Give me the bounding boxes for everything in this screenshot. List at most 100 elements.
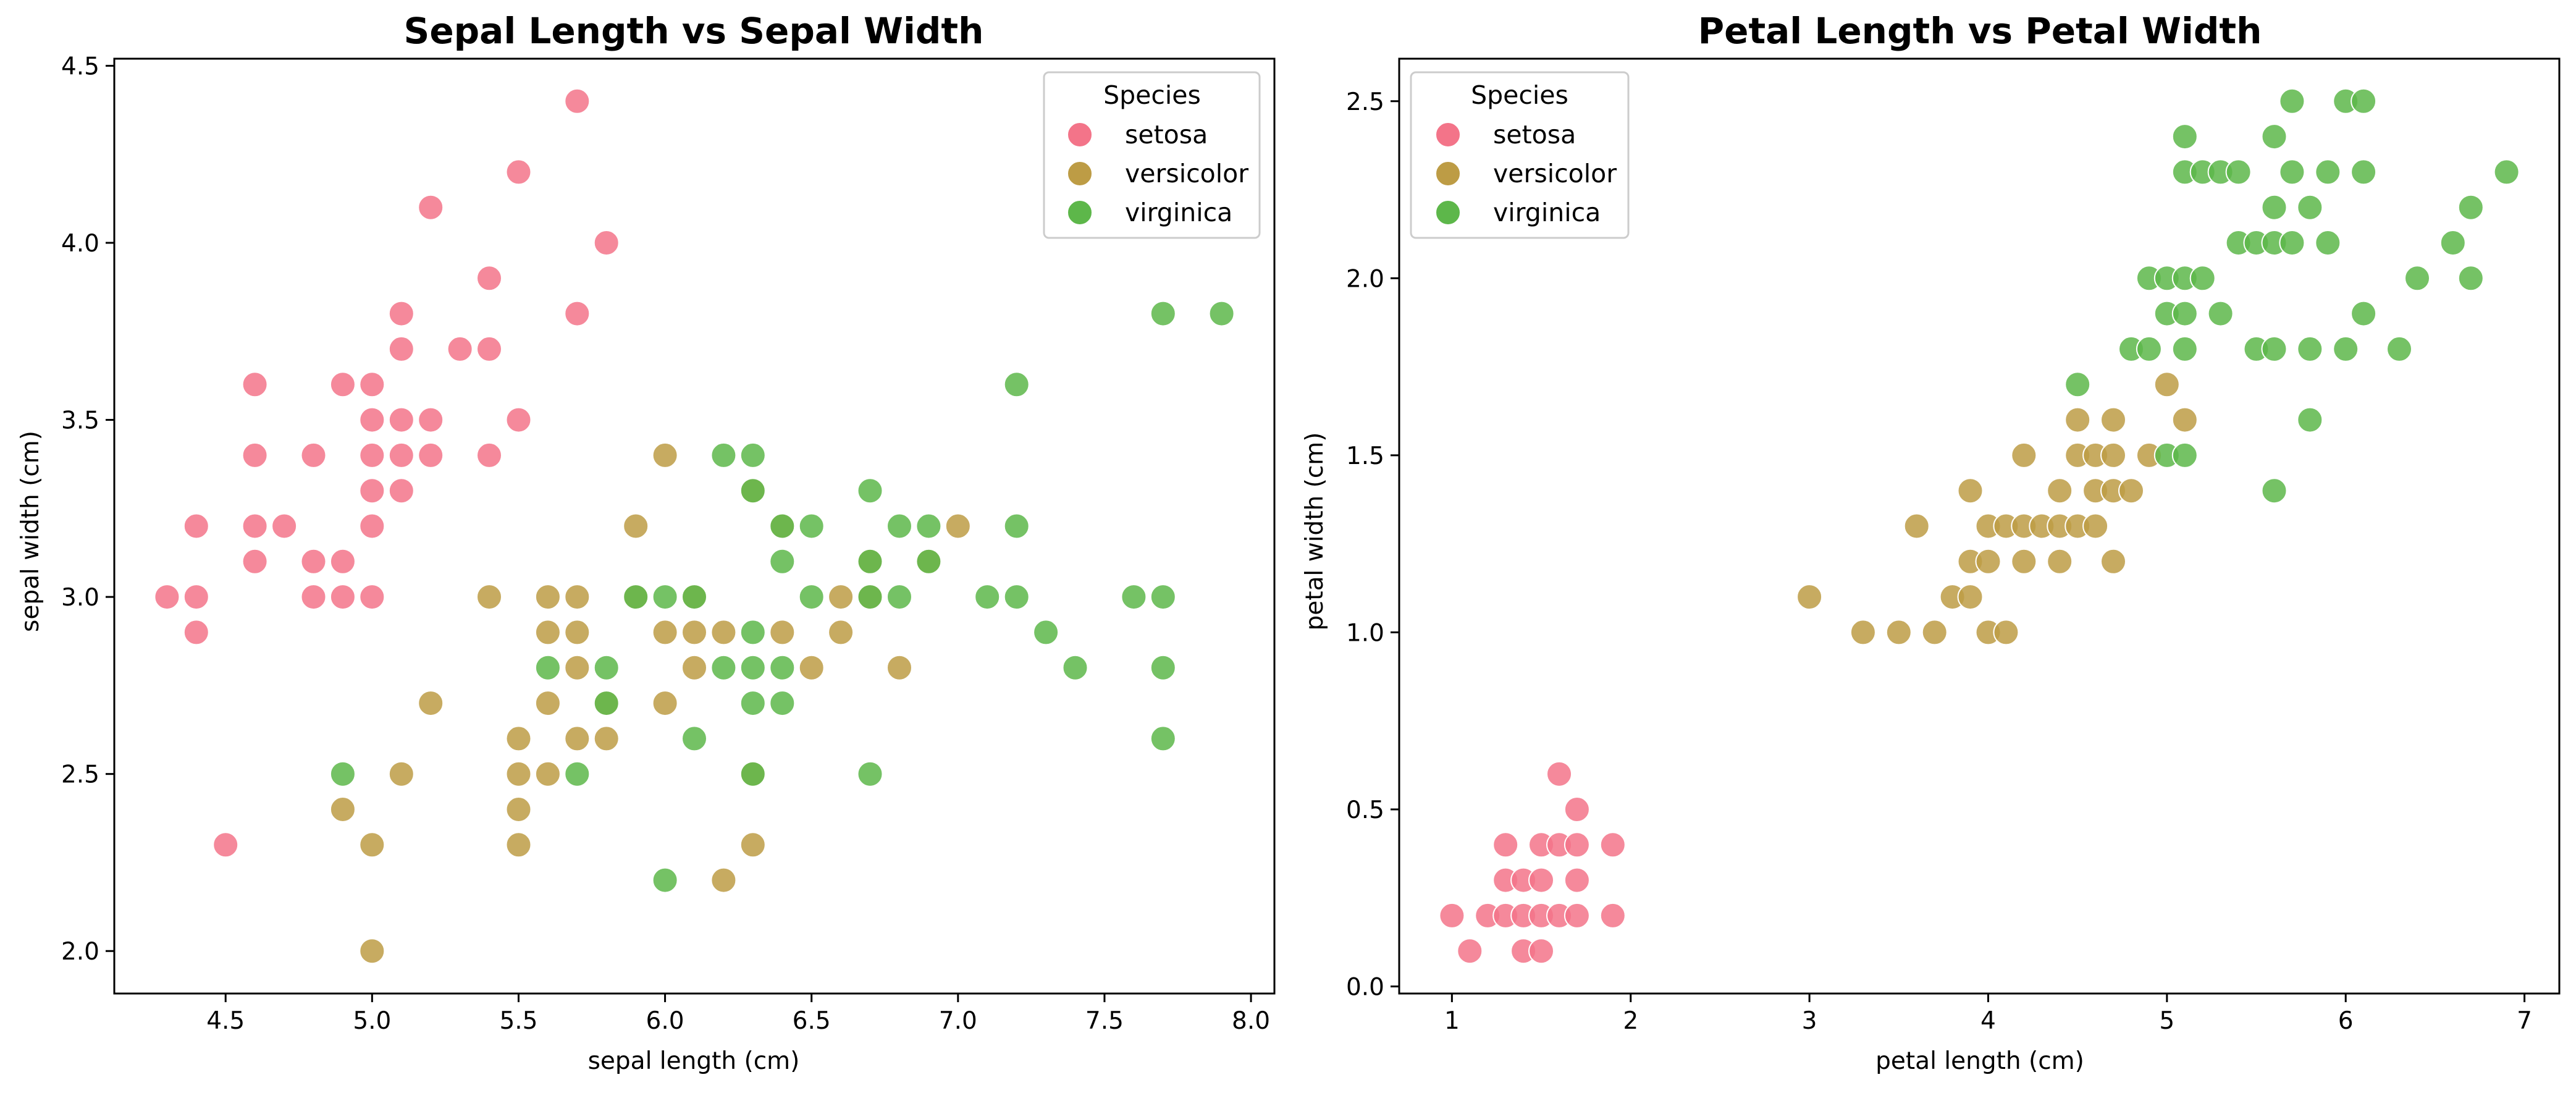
data-point-versicolor <box>593 725 620 752</box>
data-point-versicolor <box>886 654 912 681</box>
data-point-setosa <box>388 300 415 327</box>
data-point-versicolor <box>564 725 591 752</box>
data-point-setosa <box>359 407 385 433</box>
data-point-virginica <box>2386 335 2412 362</box>
data-point-setosa <box>183 619 209 646</box>
data-point-versicolor <box>2047 478 2073 504</box>
data-point-versicolor <box>710 619 737 646</box>
data-point-versicolor <box>652 619 678 646</box>
data-point-versicolor <box>798 654 825 681</box>
data-point-virginica <box>2315 230 2341 256</box>
data-point-virginica <box>710 442 737 468</box>
x-tick-label: 2 <box>1623 1007 1638 1035</box>
data-point-virginica <box>769 513 796 539</box>
data-points <box>1439 88 2520 964</box>
data-point-virginica <box>2404 265 2430 292</box>
data-point-virginica <box>329 761 356 787</box>
data-point-setosa <box>476 335 502 362</box>
data-point-setosa <box>213 832 239 858</box>
data-point-versicolor <box>739 832 766 858</box>
data-point-versicolor <box>2100 407 2126 433</box>
data-point-versicolor <box>681 619 707 646</box>
x-tick-label: 4.5 <box>206 1007 245 1035</box>
data-point-setosa <box>1528 867 1554 893</box>
data-point-virginica <box>2279 88 2305 114</box>
data-point-versicolor <box>505 725 532 752</box>
legend: Species setosa versicolor virginica <box>1043 71 1261 239</box>
data-point-virginica <box>857 584 883 610</box>
data-point-versicolor <box>1903 513 1930 539</box>
data-point-versicolor <box>359 938 385 964</box>
data-point-virginica <box>1208 300 1235 327</box>
data-point-virginica <box>2457 265 2484 292</box>
data-point-setosa <box>1564 902 1590 929</box>
legend-frame <box>1410 71 1630 239</box>
data-point-versicolor <box>388 761 415 787</box>
data-point-virginica <box>2065 371 2091 398</box>
data-point-virginica <box>857 761 883 787</box>
data-point-virginica <box>1062 654 1088 681</box>
legend-title: Species <box>1103 80 1201 110</box>
data-point-setosa <box>329 371 356 398</box>
data-point-virginica <box>2261 124 2288 150</box>
legend-marker-setosa <box>1435 122 1461 148</box>
data-point-versicolor <box>534 584 561 610</box>
y-axis-label: petal width (cm) <box>1301 433 1329 631</box>
data-point-setosa <box>476 265 502 292</box>
data-point-virginica <box>2493 159 2520 185</box>
data-point-versicolor <box>534 761 561 787</box>
data-point-versicolor <box>505 761 532 787</box>
legend-label-virginica: virginica <box>1493 198 1601 227</box>
data-point-virginica <box>710 654 737 681</box>
data-point-setosa <box>242 513 268 539</box>
data-point-virginica <box>1003 371 1030 398</box>
x-tick-label: 6.0 <box>646 1007 684 1035</box>
y-tick-label: 2.0 <box>1346 265 1384 293</box>
data-point-setosa <box>183 513 209 539</box>
x-tick-label: 7 <box>2517 1007 2532 1035</box>
data-point-setosa <box>418 407 444 433</box>
data-point-versicolor <box>710 867 737 893</box>
data-point-versicolor <box>329 796 356 822</box>
x-tick-label: 8.0 <box>1232 1007 1270 1035</box>
data-point-virginica <box>769 654 796 681</box>
x-axis-label: petal length (cm) <box>1875 1047 2084 1075</box>
data-point-versicolor <box>1957 584 1984 610</box>
data-point-virginica <box>2439 230 2466 256</box>
data-point-versicolor <box>2011 442 2037 468</box>
data-point-virginica <box>915 513 942 539</box>
data-point-versicolor <box>534 619 561 646</box>
data-point-virginica <box>2136 335 2162 362</box>
data-point-versicolor <box>505 832 532 858</box>
x-tick-label: 5.0 <box>353 1007 391 1035</box>
chart-petal: Petal Length vs Petal Width 1 2 3 4 5 6 7 0.0 0.… <box>1301 10 2561 1075</box>
plot-area: 4.5 5.0 5.5 6.0 6.5 7.0 7.5 8.0 2.0 2.5 3.0 3.5 4.0 4… <box>61 53 1276 1035</box>
data-points <box>154 88 1235 964</box>
data-point-virginica <box>769 548 796 575</box>
legend-frame <box>1043 71 1261 239</box>
data-point-virginica <box>974 584 1001 610</box>
data-point-virginica <box>623 584 649 610</box>
data-point-versicolor <box>2065 407 2091 433</box>
data-point-virginica <box>739 478 766 504</box>
data-point-versicolor <box>623 513 649 539</box>
legend: Species setosa versicolor virginica <box>1410 71 1630 239</box>
data-point-virginica <box>1121 584 1147 610</box>
data-point-setosa <box>1599 902 1626 929</box>
data-point-versicolor <box>945 513 971 539</box>
data-point-virginica <box>2279 230 2305 256</box>
legend-label-versicolor: versicolor <box>1125 159 1248 188</box>
data-point-virginica <box>652 867 678 893</box>
data-point-virginica <box>2261 335 2288 362</box>
legend-label-setosa: setosa <box>1493 120 1576 150</box>
data-point-virginica <box>2171 300 2198 327</box>
x-tick-label: 7.0 <box>939 1007 977 1035</box>
data-point-setosa <box>1439 902 1465 929</box>
data-point-virginica <box>2297 407 2323 433</box>
data-point-virginica <box>739 619 766 646</box>
data-point-setosa <box>476 442 502 468</box>
data-point-versicolor <box>564 584 591 610</box>
legend-label-setosa: setosa <box>1125 120 1208 150</box>
data-point-setosa <box>564 300 591 327</box>
